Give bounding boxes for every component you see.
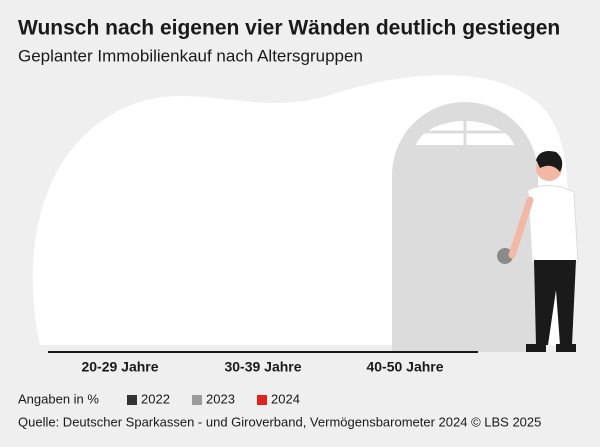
legend-swatch bbox=[192, 395, 202, 405]
person-shoe bbox=[556, 344, 576, 352]
chart-title: Wunsch nach eigenen vier Wänden deutlich… bbox=[18, 17, 560, 40]
unit-note: Angaben in % bbox=[18, 391, 99, 406]
legend-swatch bbox=[127, 395, 137, 405]
x-tick-label: 20-29 Jahre bbox=[81, 359, 158, 375]
person-legs bbox=[534, 260, 576, 345]
legend-label: 2023 bbox=[206, 391, 235, 406]
person-shirt bbox=[527, 185, 579, 263]
x-tick-label: 30-39 Jahre bbox=[224, 359, 301, 375]
door-knob bbox=[497, 248, 513, 264]
person-arm bbox=[508, 196, 534, 259]
person-hair bbox=[536, 151, 563, 172]
source: Quelle: Deutscher Sparkassen - und Girov… bbox=[18, 414, 541, 429]
person-shoe bbox=[526, 344, 546, 352]
legend-swatch bbox=[257, 395, 267, 405]
legend-label: 2022 bbox=[141, 391, 170, 406]
chart-subtitle: Geplanter Immobilienkauf nach Altersgrup… bbox=[18, 46, 363, 65]
x-tick-label: 40-50 Jahre bbox=[366, 359, 443, 375]
door bbox=[392, 102, 538, 352]
legend-label: 2024 bbox=[271, 391, 300, 406]
